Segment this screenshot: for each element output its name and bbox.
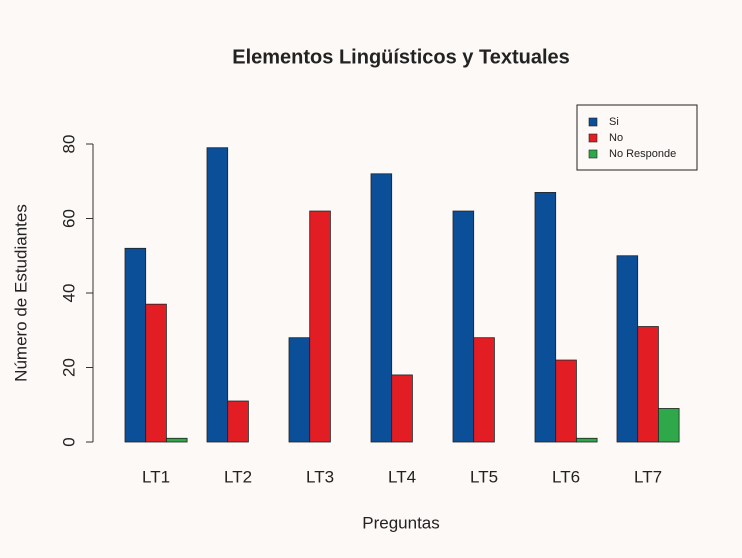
bar — [555, 359, 577, 443]
legend-swatch — [588, 117, 598, 127]
bar — [124, 247, 147, 443]
y-tick-label: 20 — [59, 358, 78, 377]
legend-label: Si — [609, 116, 619, 128]
chart-title: Elementos Lingüísticos y Textuales — [232, 46, 570, 68]
bar — [391, 374, 413, 443]
y-tick-label: 0 — [59, 437, 78, 446]
bar — [309, 210, 331, 443]
x-tick-label: LT3 — [306, 467, 334, 486]
bar — [637, 326, 659, 443]
bar — [452, 210, 475, 443]
legend-swatch — [588, 149, 598, 159]
bar — [534, 192, 557, 443]
bar — [658, 408, 680, 443]
bar — [227, 400, 249, 443]
legend-label: No — [609, 132, 623, 144]
bar — [370, 173, 393, 443]
bar — [473, 337, 495, 443]
y-tick-label: 40 — [59, 284, 78, 303]
x-tick-label: LT7 — [634, 467, 662, 486]
bar — [288, 337, 311, 443]
legend-swatch — [588, 133, 598, 143]
bar — [206, 147, 229, 443]
bar — [165, 437, 188, 443]
x-tick-label: LT4 — [388, 467, 416, 486]
bar — [616, 255, 639, 443]
bar — [145, 303, 167, 443]
bar — [576, 437, 598, 443]
x-axis-label: Preguntas — [362, 513, 440, 532]
x-tick-label: LT2 — [224, 467, 252, 486]
legend-label: No Responde — [609, 148, 676, 160]
x-tick-label: LT5 — [470, 467, 498, 486]
y-axis-label: Número de Estudiantes — [11, 204, 30, 382]
x-tick-label: LT6 — [552, 467, 580, 486]
x-tick-label: LT1 — [142, 467, 170, 486]
y-tick-label: 60 — [59, 209, 78, 228]
y-tick-label: 80 — [59, 135, 78, 154]
